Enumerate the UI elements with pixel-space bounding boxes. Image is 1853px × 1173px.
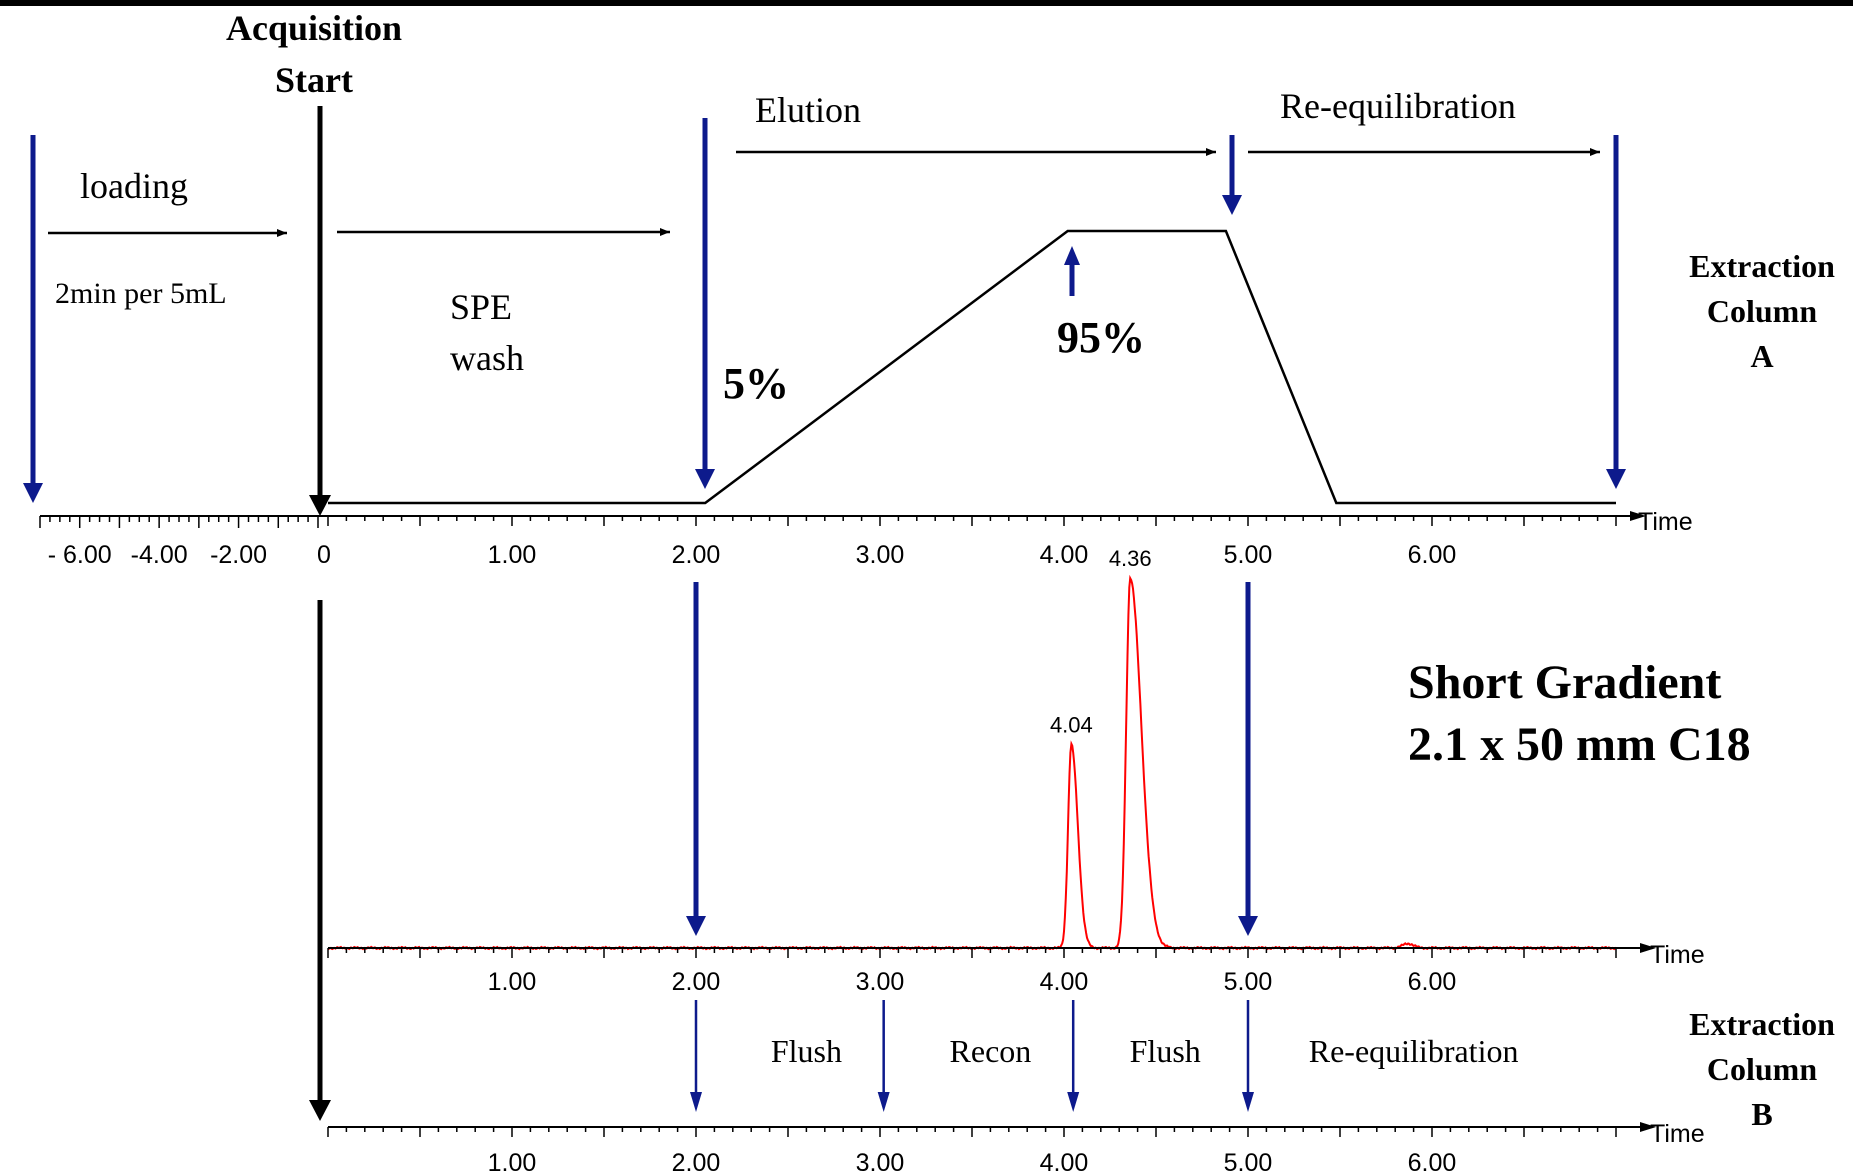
peak-label: 4.04 <box>1050 713 1093 738</box>
column-b-axis-title: Time <box>1650 1120 1705 1148</box>
axis-a-tick-label: -2.00 <box>210 541 267 569</box>
acquisition-start-arrow <box>309 106 331 1121</box>
extraction-column-b-panel: Extraction Column B Flush Recon Flush Re-eq… <box>327 1000 1835 1173</box>
chromatogram-time-axis: 1.00 2.00 3.00 4.00 5.00 6.00 <box>327 943 1656 996</box>
column-b-marker-arrow-4 <box>1242 1000 1254 1112</box>
spe-wash-label-line1: SPE <box>450 287 512 327</box>
column-b-time-axis: 1.00 2.00 3.00 4.00 5.00 6.00 <box>327 1122 1656 1173</box>
axis-b-tick-label: 1.00 <box>488 1149 537 1173</box>
loading-label: loading <box>80 166 188 206</box>
top-frame-bar <box>0 0 1853 6</box>
low-percent-label: 5% <box>723 359 789 408</box>
chromatogram-marker-arrow-2 <box>1238 582 1258 936</box>
chromatogram-marker-arrow-1 <box>686 582 706 936</box>
elution-end-marker-arrow <box>1222 135 1242 215</box>
peak-label: 4.36 <box>1109 546 1152 571</box>
axis-b-tick-label: 6.00 <box>1408 1149 1457 1173</box>
axis-b-tick-label: 5.00 <box>1224 1149 1273 1173</box>
column-b-phase-label: Re-equilibration <box>1309 1033 1519 1069</box>
column-b-phase-label: Flush <box>1130 1033 1201 1069</box>
axis-c-tick-label: 6.00 <box>1408 968 1457 996</box>
axis-b-arrowhead <box>1640 1122 1656 1132</box>
chromatogram-title-line2: 2.1 x 50 mm C18 <box>1408 718 1751 771</box>
gradient-profile-line <box>328 229 1616 505</box>
column-b-label-line2: Column <box>1707 1051 1817 1087</box>
axis-c-tick-label: 4.00 <box>1040 968 1089 996</box>
loading-start-marker-arrow <box>23 135 43 503</box>
axis-c-tick-label: 5.00 <box>1224 968 1273 996</box>
axis-b-tick-label: 2.00 <box>672 1149 721 1173</box>
axis-a-tick-label: 4.00 <box>1040 541 1089 569</box>
column-a-label-line3: A <box>1750 338 1773 374</box>
chromatogram-title-line1: Short Gradient <box>1408 656 1721 709</box>
spe-wash-label-line2: wash <box>450 338 524 378</box>
axis-c-tick-label: 3.00 <box>856 968 905 996</box>
column-a-axis-title: Time <box>1638 508 1693 536</box>
chromatogram-axis-title: Time <box>1650 941 1705 969</box>
column-b-phase-label: Flush <box>771 1033 842 1069</box>
column-a-time-axis: - 6.00 -4.00 -2.00 0 1.00 2.00 3.00 4.00 5.00 6.0… <box>39 511 1646 569</box>
axis-c-tick-label: 2.00 <box>672 968 721 996</box>
high-percent-up-arrow <box>1064 246 1080 296</box>
chromatogram-panel: Short Gradient 2.1 x 50 mm C18 4.044.36 … <box>327 546 1751 996</box>
acquisition-label-line2: Start <box>275 60 353 100</box>
axis-a-tick-label: 3.00 <box>856 541 905 569</box>
loading-rate-label: 2min per 5mL <box>55 277 227 310</box>
high-percent-label: 95% <box>1057 313 1145 362</box>
extraction-column-a-panel: loading 2min per 5mL SPE wash Elution Re… <box>23 86 1835 569</box>
column-a-label-line2: Column <box>1707 293 1817 329</box>
reequilibration-end-marker-arrow <box>1606 135 1626 489</box>
axis-b-tick-label: 3.00 <box>856 1149 905 1173</box>
axis-a-tick-label: - 6.00 <box>48 541 112 569</box>
axis-b-tick-label: 4.00 <box>1040 1149 1089 1173</box>
column-a-label-line1: Extraction <box>1689 248 1835 284</box>
reequilibration-label-a: Re-equilibration <box>1280 86 1516 126</box>
axis-a-tick-label: -4.00 <box>131 541 188 569</box>
column-b-marker-arrow-2 <box>877 1000 890 1112</box>
axis-a-tick-label: 1.00 <box>488 541 537 569</box>
column-b-label-line3: B <box>1751 1096 1772 1132</box>
axis-a-tick-label: 6.00 <box>1408 541 1457 569</box>
column-b-label-line1: Extraction <box>1689 1006 1835 1042</box>
elution-label: Elution <box>755 90 861 130</box>
axis-a-tick-label: 2.00 <box>672 541 721 569</box>
axis-a-arrowhead <box>1630 511 1646 521</box>
axis-a-tick-label: 0 <box>317 541 331 569</box>
axis-a-tick-label: 5.00 <box>1224 541 1273 569</box>
column-b-marker-arrow-3 <box>1067 1000 1080 1112</box>
elution-start-marker-arrow <box>695 118 715 489</box>
axis-c-arrowhead <box>1640 943 1656 953</box>
acquisition-label-line1: Acquisition <box>226 8 402 48</box>
axis-c-tick-label: 1.00 <box>488 968 537 996</box>
column-b-marker-arrow-1 <box>690 1000 702 1112</box>
column-b-phase-label: Recon <box>950 1033 1032 1069</box>
